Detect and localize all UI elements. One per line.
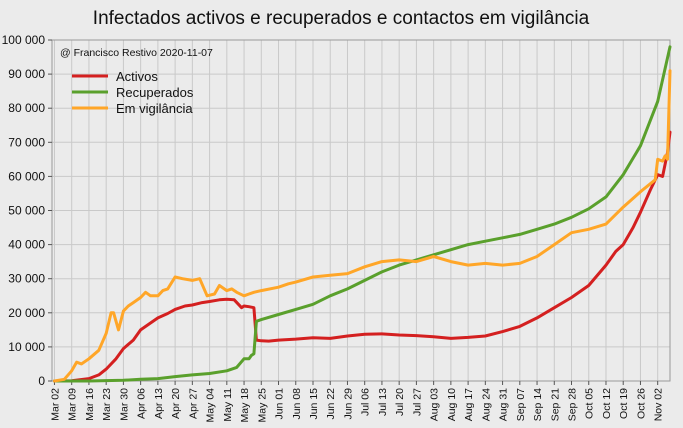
x-tick-label: May 04 [205, 388, 217, 423]
x-tick-label: Oct 12 [601, 388, 613, 419]
y-tick-label: 10 000 [8, 340, 45, 354]
x-tick-label: May 25 [256, 388, 268, 423]
x-tick-label: Nov 02 [653, 388, 665, 421]
x-tick-label: Jul 27 [411, 388, 423, 416]
y-tick-label: 70 000 [8, 135, 45, 149]
x-tick-label: Mar 02 [49, 388, 61, 421]
x-tick-label: Oct 26 [635, 388, 647, 419]
y-tick-label: 40 000 [8, 238, 45, 252]
y-tick-label: 90 000 [8, 67, 45, 81]
x-tick-label: Apr 27 [187, 388, 199, 419]
x-tick-label: Jun 08 [291, 388, 303, 420]
y-tick-label: 80 000 [8, 101, 45, 115]
x-tick-label: Oct 05 [584, 388, 596, 419]
x-tick-label: Jun 22 [325, 388, 337, 420]
x-axis: Mar 02 Mar 09 Mar 16 Mar 23 Mar 30 Apr 06 Apr … [49, 381, 665, 423]
x-tick-label: Apr 13 [153, 388, 165, 419]
y-tick-label: 60 000 [8, 169, 45, 183]
y-axis: 0 10 000 20 000 30 000 40 000 50 000 60 000 70 … [2, 33, 52, 388]
x-tick-label: Oct 19 [618, 388, 630, 419]
x-tick-label: Apr 06 [136, 388, 148, 419]
x-tick-label: Aug 10 [446, 388, 458, 421]
x-tick-label: Mar 23 [101, 388, 113, 421]
x-tick-label: Sep 21 [549, 388, 561, 421]
y-tick-label: 50 000 [8, 204, 45, 218]
x-tick-label: Mar 16 [84, 388, 96, 421]
x-tick-label: Aug 31 [498, 388, 510, 421]
y-tick-label: 20 000 [8, 306, 45, 320]
x-tick-label: May 18 [239, 388, 251, 423]
x-tick-label: Aug 24 [480, 388, 492, 421]
series-line-2 [53, 69, 672, 383]
x-tick-label: Jul 06 [360, 388, 372, 416]
x-tick-label: Apr 20 [170, 388, 182, 419]
x-tick-label: Jun 01 [274, 388, 286, 420]
series-line-0 [53, 130, 672, 383]
x-tick-label: Aug 17 [463, 388, 475, 421]
x-tick-label: Mar 30 [118, 388, 130, 421]
x-tick-label: Jul 13 [377, 388, 389, 416]
x-tick-label: Sep 14 [532, 388, 544, 421]
x-tick-label: Sep 07 [515, 388, 527, 421]
series-line-1 [53, 45, 672, 383]
legend-label: Activos [116, 69, 158, 84]
legend-label: Em vigilância [116, 101, 193, 116]
legend-label: Recuperados [116, 85, 194, 100]
x-tick-label: Aug 03 [429, 388, 441, 421]
y-tick-label: 30 000 [8, 272, 45, 286]
chart-title: Infectados activos e recuperados e conta… [93, 8, 590, 29]
y-tick-label: 100 000 [2, 33, 46, 47]
grid [52, 39, 670, 382]
x-tick-label: Sep 28 [567, 388, 579, 421]
y-tick-label: 0 [38, 374, 45, 388]
x-tick-label: Jul 20 [394, 388, 406, 416]
series-layer [53, 45, 672, 383]
x-tick-label: Jun 15 [308, 388, 320, 420]
credit-annotation: @ Francisco Restivo 2020-11-07 [60, 47, 213, 59]
x-tick-label: May 11 [222, 388, 234, 422]
x-tick-label: Mar 09 [67, 388, 79, 421]
x-tick-label: Jun 29 [342, 388, 354, 420]
